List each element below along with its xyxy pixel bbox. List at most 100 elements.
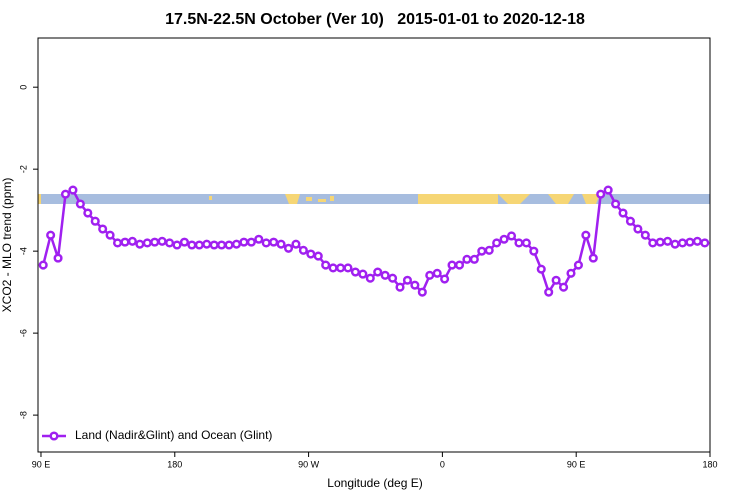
data-point bbox=[640, 230, 650, 240]
x-tick-label: 180 bbox=[167, 459, 182, 469]
data-point bbox=[46, 230, 56, 240]
legend-swatch bbox=[49, 431, 59, 441]
data-point bbox=[566, 268, 576, 278]
data-point bbox=[142, 238, 152, 248]
data-point bbox=[484, 245, 494, 255]
data-point bbox=[224, 240, 234, 250]
data-point bbox=[388, 273, 398, 283]
data-point bbox=[209, 240, 219, 250]
data-point bbox=[596, 189, 606, 199]
data-point bbox=[551, 275, 561, 285]
data-point bbox=[68, 185, 78, 195]
legend-label: Land (Nadir&Glint) and Ocean (Glint) bbox=[75, 428, 272, 442]
data-point bbox=[447, 260, 457, 270]
data-point bbox=[157, 236, 167, 246]
data-point bbox=[135, 239, 145, 249]
data-point bbox=[231, 239, 242, 249]
data-point bbox=[83, 208, 93, 218]
data-point bbox=[462, 254, 472, 264]
x-tick-label: 90 E bbox=[567, 459, 586, 469]
data-point bbox=[670, 239, 680, 249]
data-point bbox=[261, 238, 271, 248]
x-tick-label: 90 E bbox=[32, 459, 51, 469]
data-point bbox=[611, 199, 621, 209]
y-tick-label: -8 bbox=[18, 411, 28, 419]
chart-title: 17.5N-22.5N October (Ver 10) 2015-01-01 … bbox=[165, 11, 585, 28]
data-point bbox=[529, 246, 539, 256]
data-point bbox=[677, 238, 688, 248]
data-point bbox=[313, 251, 323, 261]
data-point bbox=[499, 234, 509, 244]
data-point bbox=[298, 245, 308, 255]
data-point bbox=[306, 249, 316, 259]
data-point bbox=[521, 238, 531, 248]
data-point bbox=[506, 231, 517, 241]
x-tick-label: 0 bbox=[440, 459, 445, 469]
data-point bbox=[618, 208, 628, 218]
data-point bbox=[350, 267, 360, 277]
data-point bbox=[202, 239, 212, 249]
data-point bbox=[514, 238, 524, 248]
data-point bbox=[410, 280, 420, 290]
data-point bbox=[588, 253, 598, 263]
data-point bbox=[269, 237, 279, 247]
data-point bbox=[321, 260, 331, 270]
data-point bbox=[573, 260, 583, 270]
data-point bbox=[276, 239, 286, 249]
data-point bbox=[544, 287, 554, 297]
data-point bbox=[559, 282, 569, 292]
data-point bbox=[358, 269, 368, 279]
data-point bbox=[625, 216, 636, 226]
data-point bbox=[685, 237, 695, 247]
data-point bbox=[239, 237, 249, 247]
y-tick-label: 0 bbox=[18, 85, 28, 90]
data-point bbox=[75, 199, 85, 209]
data-point bbox=[477, 246, 487, 256]
data-point bbox=[454, 260, 465, 270]
data-point bbox=[692, 236, 702, 246]
y-tick-label: -6 bbox=[18, 329, 28, 337]
x-tick-label: 180 bbox=[702, 459, 717, 469]
data-point bbox=[373, 267, 383, 277]
data-point bbox=[335, 263, 346, 273]
data-point bbox=[402, 275, 413, 285]
data-point bbox=[194, 240, 204, 250]
data-point bbox=[90, 216, 100, 226]
data-point bbox=[291, 239, 301, 249]
data-point bbox=[536, 264, 546, 274]
data-point bbox=[38, 260, 48, 270]
data-point bbox=[425, 270, 435, 280]
data-point bbox=[328, 263, 338, 273]
data-point bbox=[283, 243, 294, 253]
land-ocean-mask bbox=[38, 194, 710, 204]
data-point bbox=[254, 234, 264, 244]
data-point bbox=[120, 237, 130, 247]
data-point bbox=[633, 224, 643, 234]
data-point bbox=[581, 230, 591, 240]
x-axis-label: Longitude (deg E) bbox=[327, 476, 422, 490]
data-point bbox=[492, 238, 502, 248]
data-point bbox=[417, 287, 427, 297]
data-point bbox=[395, 282, 405, 292]
data-point bbox=[380, 270, 390, 280]
data-point bbox=[127, 236, 137, 246]
data-point bbox=[150, 237, 160, 247]
data-point bbox=[172, 240, 182, 250]
y-tick-label: -2 bbox=[18, 165, 28, 173]
plot-frame bbox=[37, 37, 711, 453]
data-point bbox=[432, 268, 442, 278]
data-point bbox=[365, 273, 375, 283]
data-point bbox=[648, 238, 658, 248]
data-point bbox=[343, 263, 353, 273]
data-point bbox=[603, 185, 613, 195]
data-point bbox=[165, 238, 175, 248]
data-point bbox=[60, 189, 71, 199]
data-point bbox=[98, 224, 108, 234]
data-point bbox=[663, 236, 673, 246]
data-point bbox=[217, 240, 227, 250]
data-point bbox=[179, 237, 189, 247]
y-tick-label: -4 bbox=[18, 247, 28, 255]
data-point bbox=[246, 237, 256, 247]
data-point bbox=[187, 240, 197, 250]
